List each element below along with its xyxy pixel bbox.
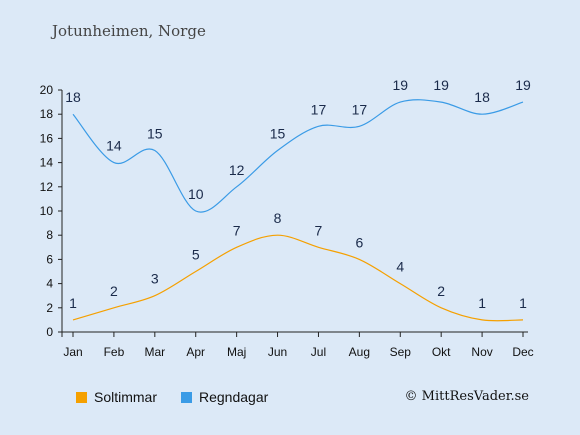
x-tick-label: Maj xyxy=(227,345,246,359)
chart-title: Jotunheimen, Norge xyxy=(52,22,206,40)
y-tick-label: 6 xyxy=(46,252,53,266)
x-tick-label: Feb xyxy=(104,345,125,359)
data-label-regndagar: 18 xyxy=(474,89,490,105)
series-line-soltimmar xyxy=(72,234,524,322)
y-tick-label: 20 xyxy=(40,83,54,97)
series-line-regndagar xyxy=(72,99,524,213)
data-label-regndagar: 14 xyxy=(106,138,122,154)
data-label-regndagar: 15 xyxy=(147,126,163,142)
x-tick-label: Mar xyxy=(144,345,165,359)
data-label-soltimmar: 8 xyxy=(274,210,282,226)
data-label-regndagar: 10 xyxy=(188,186,204,202)
data-label-soltimmar: 4 xyxy=(396,259,404,275)
y-tick-label: 12 xyxy=(40,180,54,194)
credit-text: © MittResVader.se xyxy=(404,389,529,404)
data-label-soltimmar: 6 xyxy=(355,234,363,250)
x-tick-label: Jan xyxy=(63,345,82,359)
data-label-regndagar: 19 xyxy=(515,77,531,93)
legend-label-soltimmar: Soltimmar xyxy=(94,389,158,405)
y-tick-label: 14 xyxy=(40,156,54,170)
x-tick-label: Jun xyxy=(268,345,287,359)
data-label-regndagar: 18 xyxy=(65,89,81,105)
y-tick-label: 0 xyxy=(46,325,53,339)
legend-item-soltimmar: Soltimmar xyxy=(76,389,157,405)
data-label-regndagar: 17 xyxy=(311,101,327,117)
legend-label-regndagar: Regndagar xyxy=(199,389,269,405)
legend-swatch-regndagar xyxy=(181,391,192,403)
legend-swatch-soltimmar xyxy=(76,391,87,403)
x-tick-label: Jul xyxy=(311,345,326,359)
y-tick-label: 2 xyxy=(46,301,53,315)
data-label-soltimmar: 1 xyxy=(519,295,527,311)
data-label-soltimmar: 2 xyxy=(437,283,445,299)
data-label-soltimmar: 5 xyxy=(192,247,200,263)
data-label-regndagar: 12 xyxy=(229,162,245,178)
y-tick-label: 16 xyxy=(40,131,54,145)
x-tick-label: Apr xyxy=(186,345,205,359)
data-label-soltimmar: 7 xyxy=(315,222,323,238)
data-label-soltimmar: 7 xyxy=(233,222,241,238)
data-label-regndagar: 15 xyxy=(270,126,286,142)
y-tick-label: 8 xyxy=(46,228,53,242)
x-tick-label: Okt xyxy=(432,345,451,359)
data-label-soltimmar: 1 xyxy=(69,295,77,311)
data-label-soltimmar: 2 xyxy=(110,283,118,299)
data-label-regndagar: 19 xyxy=(392,77,408,93)
x-tick-label: Aug xyxy=(349,345,370,359)
y-tick-label: 10 xyxy=(40,204,54,218)
y-tick-label: 4 xyxy=(46,277,53,291)
data-label-regndagar: 19 xyxy=(433,77,449,93)
x-tick-label: Dec xyxy=(512,345,533,359)
data-label-regndagar: 17 xyxy=(352,101,368,117)
y-tick-label: 18 xyxy=(40,107,54,121)
data-label-soltimmar: 1 xyxy=(478,295,486,311)
x-tick-label: Nov xyxy=(471,345,492,359)
x-tick-label: Sep xyxy=(390,345,412,359)
data-label-soltimmar: 3 xyxy=(151,271,159,287)
legend-item-regndagar: Regndagar xyxy=(181,389,268,405)
